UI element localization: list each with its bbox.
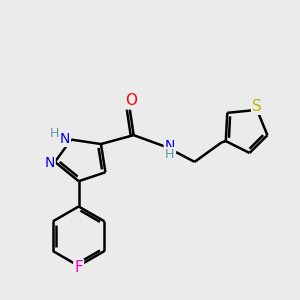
Text: H: H <box>50 127 60 140</box>
Text: F: F <box>74 260 83 275</box>
Text: N: N <box>165 139 175 152</box>
Text: H: H <box>165 148 175 161</box>
Text: N: N <box>44 156 55 170</box>
Text: S: S <box>252 99 262 114</box>
Text: N: N <box>59 132 70 146</box>
Text: O: O <box>125 94 137 109</box>
